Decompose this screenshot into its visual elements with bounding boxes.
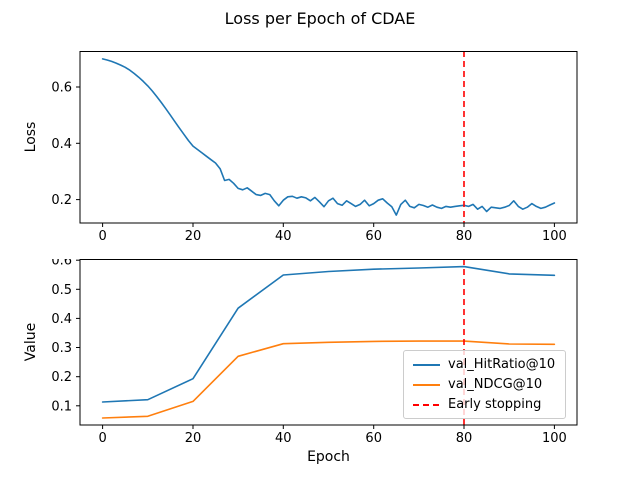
svg-text:0.6: 0.6	[51, 259, 72, 269]
svg-text:40: 40	[275, 431, 292, 446]
svg-text:0.4: 0.4	[51, 137, 72, 152]
legend-entry-early-stopping: Early stopping	[413, 397, 555, 412]
early-stopping-dashed-line-icon	[413, 403, 440, 406]
legend-entry-ndcg: val_NDCG@10	[413, 377, 555, 392]
svg-text:0.1: 0.1	[51, 399, 72, 414]
value-axis-label: Value	[23, 322, 39, 362]
svg-text:80: 80	[456, 431, 473, 446]
svg-text:0.4: 0.4	[51, 312, 72, 327]
loss-axis-label: Loss	[23, 121, 39, 153]
legend-label: val_NDCG@10	[448, 377, 543, 392]
epoch-axis-label: Epoch	[307, 449, 350, 465]
svg-text:0: 0	[98, 229, 106, 244]
legend-entry-hitratio: val_HitRatio@10	[413, 357, 555, 372]
legend-label: val_HitRatio@10	[448, 357, 556, 372]
svg-text:60: 60	[365, 229, 382, 244]
svg-text:80: 80	[456, 229, 473, 244]
svg-text:0: 0	[98, 431, 106, 446]
legend: val_HitRatio@10 val_NDCG@10 Early stoppi…	[403, 350, 567, 419]
svg-text:0.5: 0.5	[51, 283, 72, 298]
value-subplot: 0 20 40 60 80 100 0.1 0.2 0.3 0.4 0.5 0.6	[51, 259, 578, 446]
ndcg-line-icon	[413, 383, 440, 386]
svg-text:0.6: 0.6	[51, 81, 72, 96]
chart-title: Loss per Epoch of CDAE	[224, 9, 416, 28]
svg-text:0.3: 0.3	[51, 341, 72, 356]
svg-text:40: 40	[275, 229, 292, 244]
svg-text:20: 20	[185, 431, 202, 446]
svg-text:60: 60	[365, 431, 382, 446]
legend-label: Early stopping	[448, 397, 542, 412]
svg-text:100: 100	[542, 431, 567, 446]
hitratio-line-icon	[413, 363, 440, 366]
svg-text:100: 100	[542, 229, 567, 244]
svg-text:0.2: 0.2	[51, 370, 72, 385]
svg-text:0.2: 0.2	[51, 193, 72, 208]
loss-subplot: 0 20 40 60 80 100 0.2 0.4 0.6	[51, 51, 578, 244]
svg-text:20: 20	[185, 229, 202, 244]
